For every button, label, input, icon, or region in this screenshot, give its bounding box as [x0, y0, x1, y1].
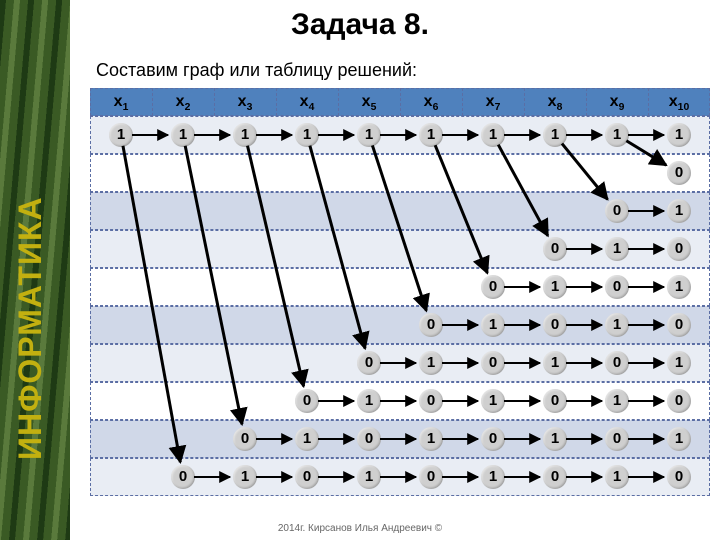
- sidebar-label: ИНФОРМАТИКА: [12, 196, 49, 460]
- col-header: x7: [462, 88, 524, 116]
- graph-node: 1: [605, 389, 629, 413]
- graph-node: 0: [171, 465, 195, 489]
- graph-node: 0: [543, 389, 567, 413]
- col-header: x3: [214, 88, 276, 116]
- graph-node: 1: [605, 123, 629, 147]
- graph-node: 1: [357, 123, 381, 147]
- graph-node: 1: [109, 123, 133, 147]
- graph-node: 1: [481, 123, 505, 147]
- footer-copyright: 2014г. Кирсанов Илья Андреевич ©: [0, 523, 720, 534]
- graph-node: 0: [667, 161, 691, 185]
- graph-node: 0: [667, 313, 691, 337]
- graph-node: 0: [419, 389, 443, 413]
- graph-node: 1: [605, 313, 629, 337]
- graph-node: 1: [357, 465, 381, 489]
- graph-node: 0: [419, 465, 443, 489]
- graph-node: 0: [295, 465, 319, 489]
- col-header: x1: [90, 88, 152, 116]
- col-header: x2: [152, 88, 214, 116]
- graph-node: 0: [481, 275, 505, 299]
- graph-node: 0: [543, 465, 567, 489]
- graph-node: 0: [357, 351, 381, 375]
- graph-node: 0: [481, 351, 505, 375]
- graph-node: 1: [605, 465, 629, 489]
- graph-node: 0: [605, 275, 629, 299]
- graph-node: 1: [667, 351, 691, 375]
- graph-node: 0: [233, 427, 257, 451]
- graph-node: 0: [543, 237, 567, 261]
- col-header: x6: [400, 88, 462, 116]
- graph-node: 1: [605, 237, 629, 261]
- col-header: x8: [524, 88, 586, 116]
- graph-node: 0: [605, 199, 629, 223]
- graph-node: 1: [481, 465, 505, 489]
- graph-node: 0: [667, 389, 691, 413]
- graph-node: 1: [419, 351, 443, 375]
- graph-node: 1: [357, 389, 381, 413]
- graph-node: 1: [481, 389, 505, 413]
- graph-node: 1: [233, 465, 257, 489]
- graph-node: 0: [605, 427, 629, 451]
- graph-node: 1: [543, 123, 567, 147]
- graph-node: 1: [667, 123, 691, 147]
- graph-node: 1: [233, 123, 257, 147]
- page-subtitle: Составим граф или таблицу решений:: [96, 60, 417, 81]
- graph-node: 0: [605, 351, 629, 375]
- graph-node: 1: [543, 275, 567, 299]
- graph-node: 1: [171, 123, 195, 147]
- graph-node: 0: [419, 313, 443, 337]
- graph-node: 1: [295, 427, 319, 451]
- graph-node: 1: [419, 427, 443, 451]
- graph-node: 1: [667, 427, 691, 451]
- stage: ИНФОРМАТИКА Задача 8. Составим граф или …: [0, 0, 720, 540]
- col-header: x5: [338, 88, 400, 116]
- graph-node: 0: [543, 313, 567, 337]
- page-title: Задача 8.: [0, 8, 720, 42]
- graph-node: 1: [543, 351, 567, 375]
- graph-node: 1: [667, 275, 691, 299]
- graph-node: 0: [667, 465, 691, 489]
- graph-node: 0: [357, 427, 381, 451]
- graph-node: 1: [543, 427, 567, 451]
- graph-node: 0: [295, 389, 319, 413]
- graph-node: 0: [667, 237, 691, 261]
- table-row: [90, 154, 710, 192]
- graph-node: 1: [419, 123, 443, 147]
- graph-node: 0: [481, 427, 505, 451]
- col-header: x10: [648, 88, 710, 116]
- col-header: x4: [276, 88, 338, 116]
- graph-node: 1: [667, 199, 691, 223]
- graph-node: 1: [295, 123, 319, 147]
- col-header: x9: [586, 88, 648, 116]
- graph-node: 1: [481, 313, 505, 337]
